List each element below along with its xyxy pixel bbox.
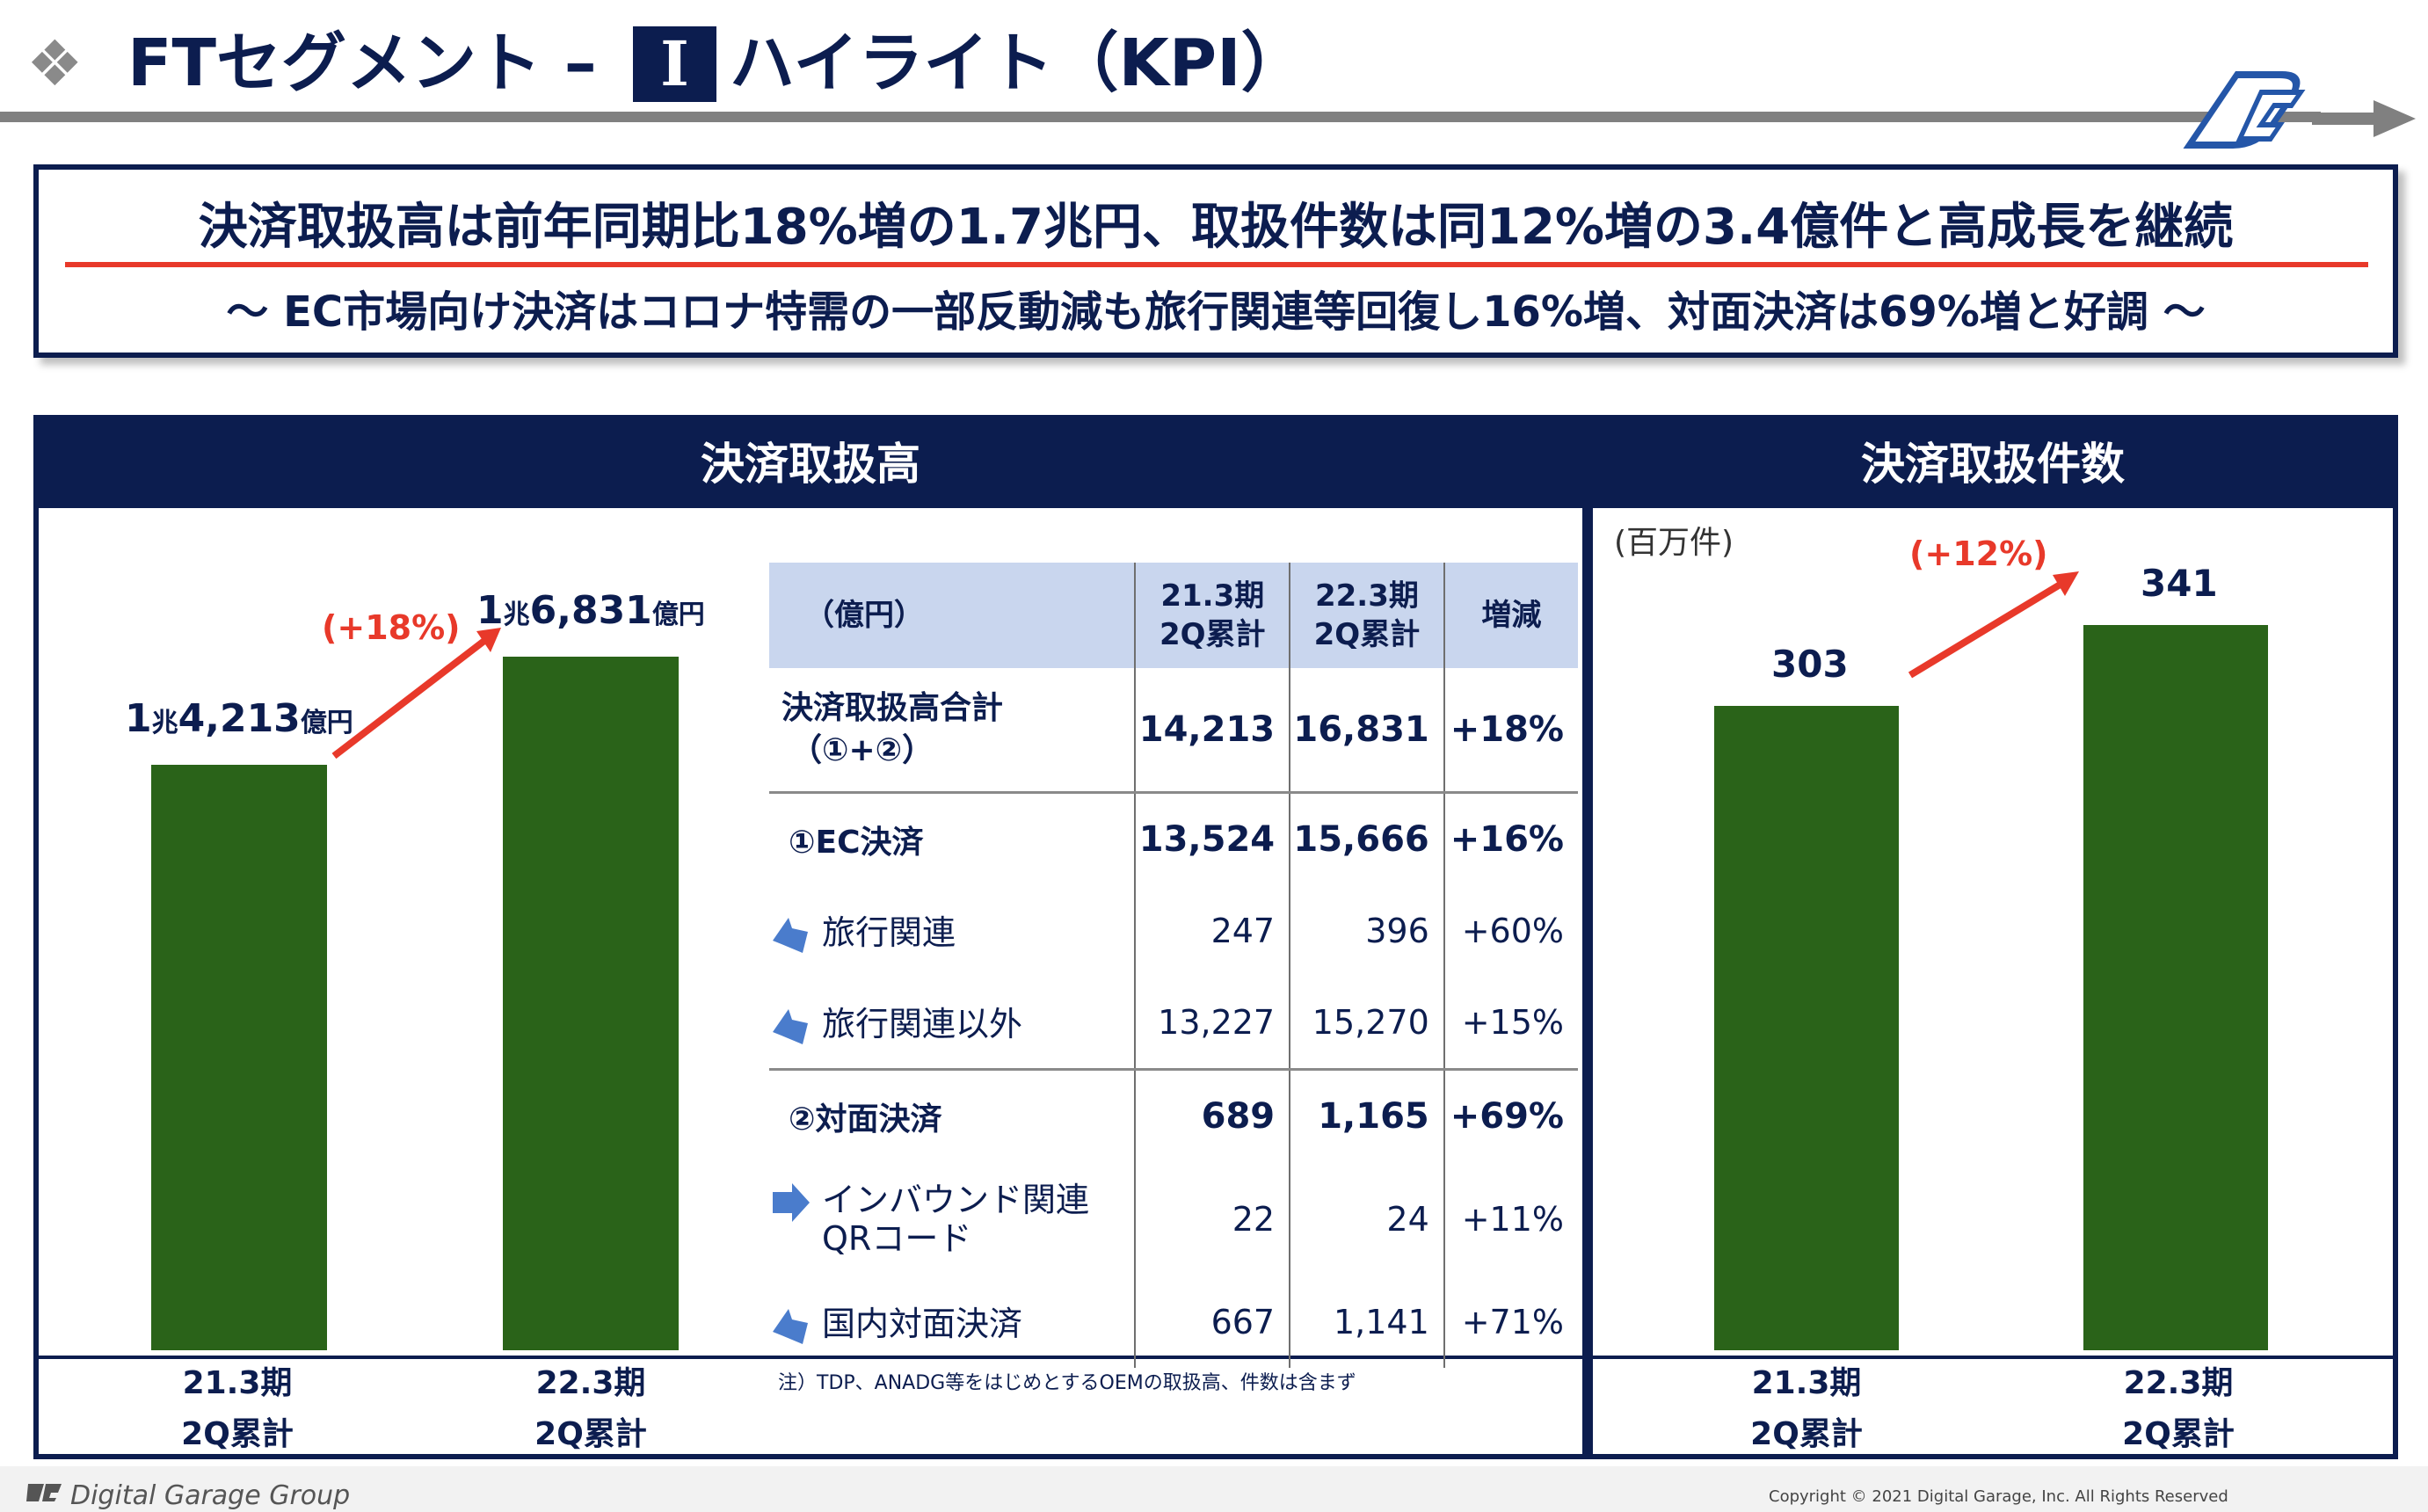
- table-row: ②対面決済 689 1,165 +69%: [769, 1068, 1578, 1162]
- headline-box: 決済取扱高は前年同期比18%増の1.7兆円、取扱件数は同12%増の3.4億件と高…: [33, 164, 2398, 358]
- footer-brand: Digital Garage Group: [70, 1480, 351, 1511]
- volume-value-label-21: 1兆4,213億円: [125, 696, 353, 742]
- volume-growth-arrow-icon: [331, 628, 501, 760]
- footer-copyright: Copyright © 2021 Digital Garage, Inc. Al…: [1769, 1487, 2228, 1506]
- kpi-table: （億円） 21.3期 2Q累計 22.3期 2Q累計 増減 決済取扱高合計 （①+②）…: [769, 563, 1578, 1368]
- table-header-change: 増減: [1443, 563, 1578, 668]
- page-title-prefix: FTセグメント –: [127, 25, 597, 101]
- title-diamond-icon: ❖: [26, 26, 84, 100]
- table-header-21: 21.3期 2Q累計: [1134, 563, 1290, 668]
- title-rule: [0, 112, 2321, 122]
- table-row: 旅行関連以外 13,227 15,270 +15%: [769, 977, 1578, 1070]
- rule-arrow-icon: [2312, 100, 2416, 137]
- arrow-up-left-icon: [773, 1308, 808, 1344]
- x-label-21-right: 21.3期 2Q累計: [1750, 1365, 1863, 1452]
- table-row: 国内対面決済 667 1,141 +71%: [769, 1276, 1578, 1368]
- arrow-up-left-icon: [773, 1008, 808, 1044]
- count-bar-22: [2083, 624, 2268, 1350]
- page-title: ハイライト（KPI）: [730, 25, 1306, 101]
- volume-growth-label: (+18%): [322, 608, 461, 647]
- axis-baseline: [39, 1356, 1582, 1359]
- table-row: インバウンド関連 QRコード 22 24 +11%: [769, 1162, 1578, 1276]
- axis-baseline: [1593, 1356, 2393, 1359]
- volume-bar-22: [503, 657, 679, 1350]
- arrow-right-icon: [773, 1182, 810, 1222]
- volume-bar-21: [151, 765, 327, 1350]
- table-footnote: 注）TDP、ANADG等をはじめとするOEMの取扱高、件数は含まず: [778, 1372, 1356, 1394]
- count-panel-header: 決済取扱件数: [1593, 420, 2393, 508]
- count-value-label-21: 303: [1771, 642, 1849, 686]
- arrow-up-left-icon: [773, 917, 808, 953]
- table-header-unit: （億円）: [769, 563, 1136, 668]
- table-row: 決済取扱高合計 （①+②） 14,213 16,831 +18%: [769, 668, 1578, 793]
- table-header-22: 22.3期 2Q累計: [1289, 563, 1444, 668]
- table-row: ①EC決済 13,524 15,666 +16%: [769, 791, 1578, 885]
- headline-main: 決済取扱高は前年同期比18%増の1.7兆円、取扱件数は同12%増の3.4億件と高…: [198, 199, 2234, 256]
- x-label-22-left: 22.3期 2Q累計: [534, 1365, 647, 1452]
- dg-logo-icon: [2183, 71, 2306, 149]
- count-bar-21: [1714, 705, 1899, 1350]
- section-number: I: [633, 26, 716, 102]
- footer-logo-icon: [26, 1484, 62, 1501]
- count-value-label-22: 341: [2141, 561, 2218, 605]
- x-label-21-left: 21.3期 2Q累計: [181, 1365, 294, 1452]
- headline-underline: [65, 262, 2368, 267]
- count-growth-arrow-icon: [1908, 571, 2079, 679]
- count-unit-label: (百万件): [1614, 525, 1734, 561]
- footer-bar: [0, 1466, 2428, 1512]
- count-growth-label: (+12%): [1909, 534, 2048, 573]
- table-row: 旅行関連 247 396 +60%: [769, 885, 1578, 977]
- volume-value-label-22: 1兆6,831億円: [476, 588, 705, 634]
- headline-sub: ～ EC市場向け決済はコロナ特需の一部反動減も旅行関連等回復し16%増、対面決済…: [226, 287, 2206, 337]
- volume-panel-header: 決済取扱高: [39, 420, 1582, 508]
- x-label-22-right: 22.3期 2Q累計: [2122, 1365, 2235, 1452]
